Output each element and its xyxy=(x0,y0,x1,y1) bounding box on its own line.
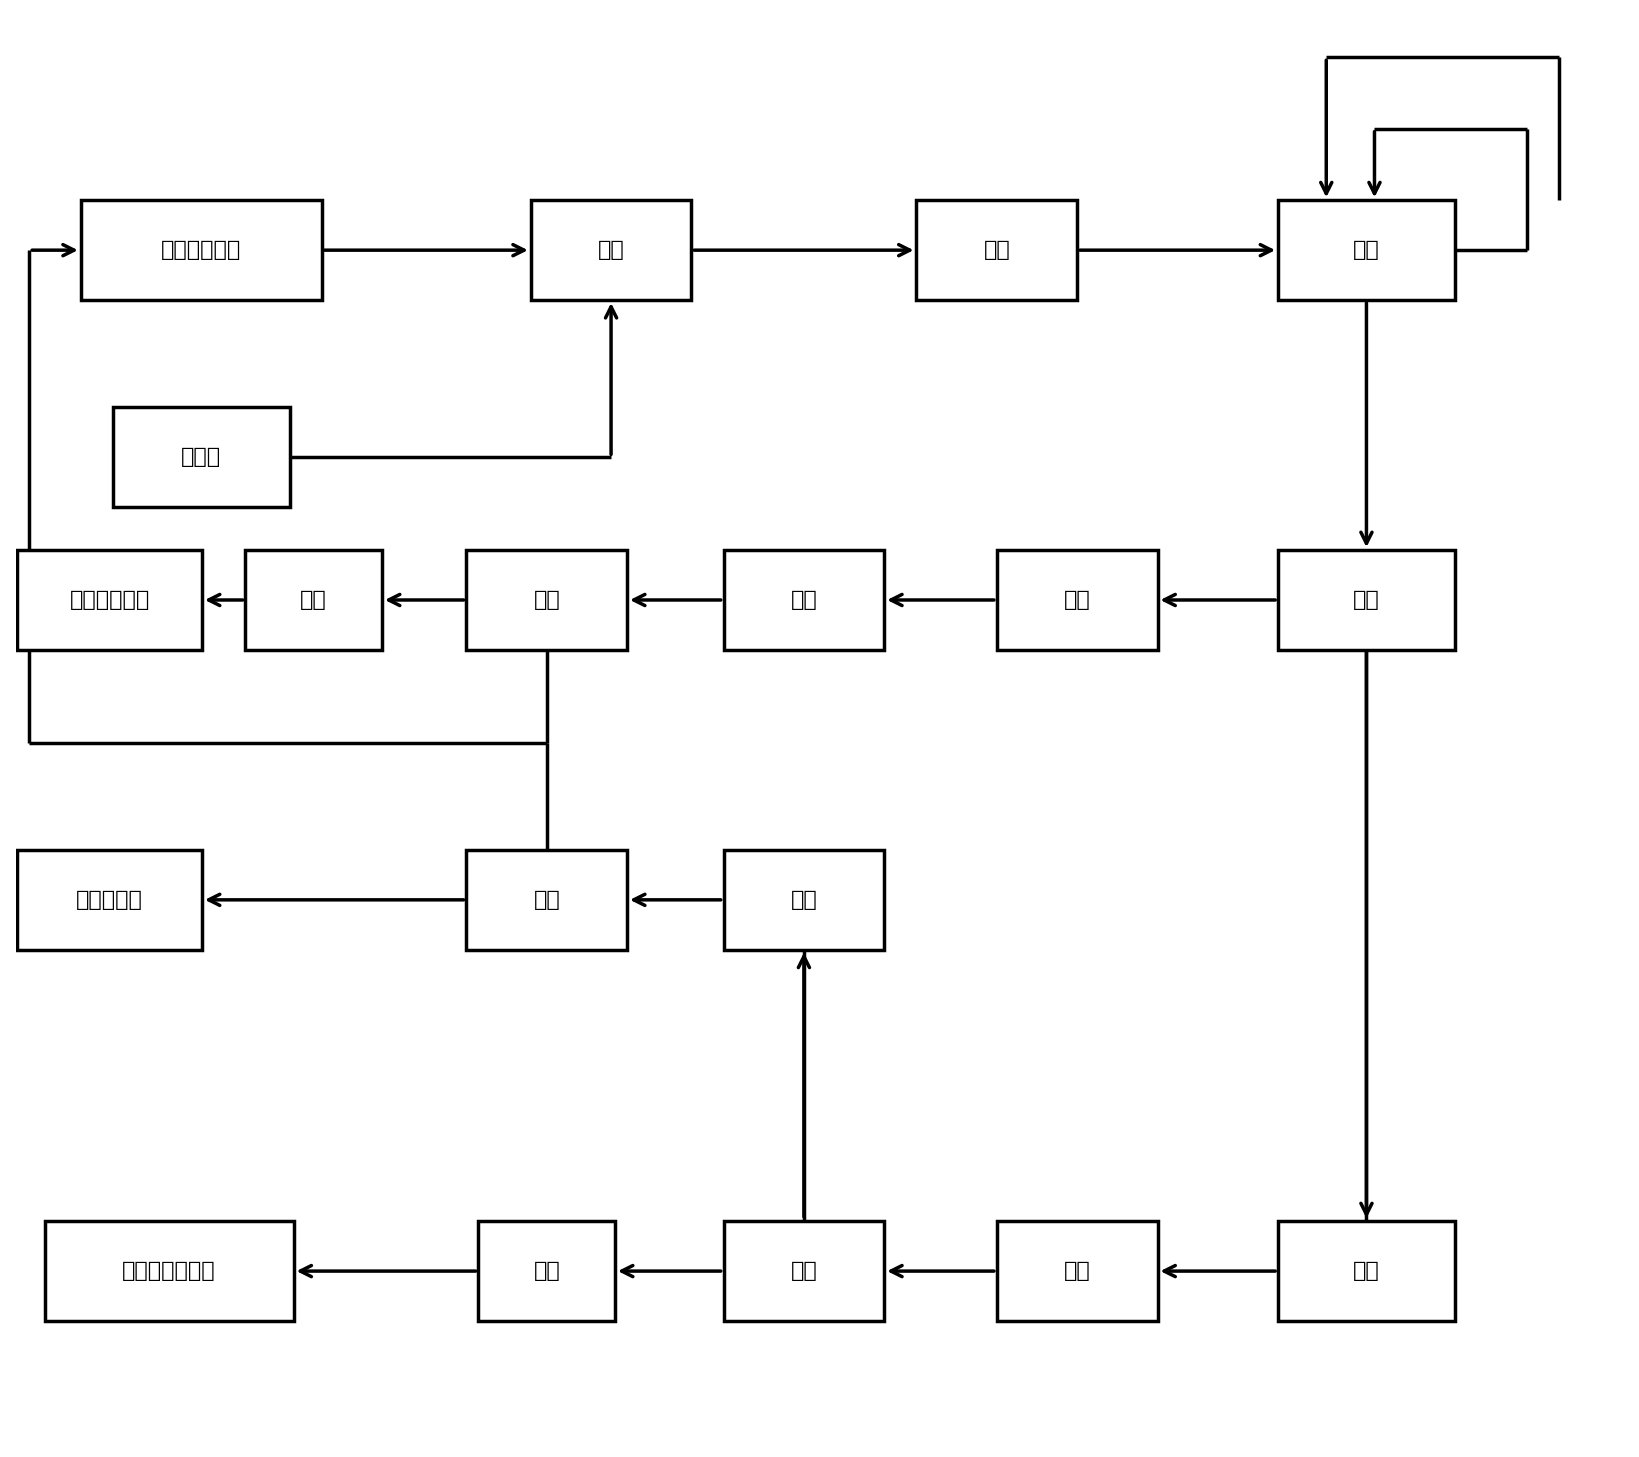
Bar xyxy=(916,200,1077,300)
Text: 脱色: 脱色 xyxy=(597,240,624,261)
Bar xyxy=(44,1221,293,1321)
Text: 溶解: 溶解 xyxy=(1064,1262,1090,1281)
Text: 配液: 配液 xyxy=(1352,1262,1378,1281)
Bar xyxy=(465,849,626,950)
Text: 干燥: 干燥 xyxy=(533,1262,561,1281)
Bar xyxy=(246,549,382,650)
Text: 分离: 分离 xyxy=(790,1262,816,1281)
Text: 分离: 分离 xyxy=(533,890,561,909)
Bar xyxy=(997,1221,1157,1321)
Bar xyxy=(1277,1221,1454,1321)
Text: 浓缩: 浓缩 xyxy=(1352,240,1378,261)
Bar xyxy=(723,1221,883,1321)
Text: 干燥: 干燥 xyxy=(300,590,326,610)
Text: 冷却: 冷却 xyxy=(1064,590,1090,610)
Text: 浓缩: 浓缩 xyxy=(790,890,816,909)
Text: 结晶: 结晶 xyxy=(790,590,816,610)
Bar xyxy=(113,408,290,507)
Bar xyxy=(997,549,1157,650)
Text: 分离: 分离 xyxy=(533,590,561,610)
Bar xyxy=(16,849,202,950)
Bar xyxy=(1277,200,1454,300)
Bar xyxy=(479,1221,615,1321)
Bar xyxy=(465,549,626,650)
Bar xyxy=(723,849,883,950)
Text: 成品硫氰酸铵: 成品硫氰酸铵 xyxy=(69,590,149,610)
Text: 分离: 分离 xyxy=(1352,590,1378,610)
Text: 原料脱硫废液: 原料脱硫废液 xyxy=(161,240,241,261)
Bar xyxy=(16,549,202,650)
Text: 成品硫酸铵: 成品硫酸铵 xyxy=(75,890,143,909)
Text: 成品硫代硫酸铵: 成品硫代硫酸铵 xyxy=(123,1262,216,1281)
Text: 活性炭: 活性炭 xyxy=(180,447,221,468)
Bar xyxy=(723,549,883,650)
Text: 过滤: 过滤 xyxy=(983,240,1010,261)
Bar xyxy=(1277,549,1454,650)
Bar xyxy=(80,200,321,300)
Bar xyxy=(531,200,692,300)
